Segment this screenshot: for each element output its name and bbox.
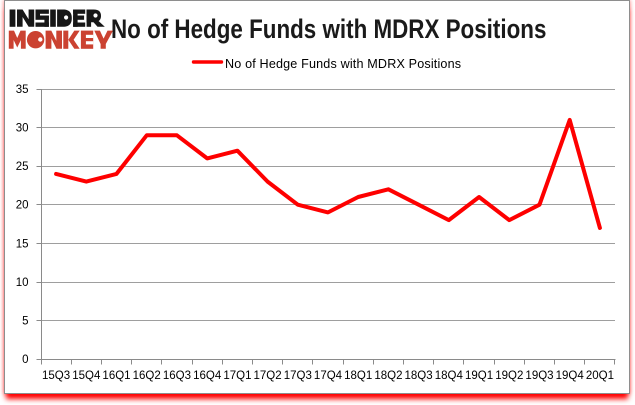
- svg-text:17Q2: 17Q2: [254, 370, 282, 382]
- svg-text:15Q4: 15Q4: [72, 370, 101, 382]
- svg-text:25: 25: [16, 161, 29, 173]
- svg-text:19Q4: 19Q4: [556, 370, 585, 382]
- svg-text:15Q3: 15Q3: [42, 370, 70, 382]
- svg-text:18Q2: 18Q2: [374, 370, 402, 382]
- svg-text:20: 20: [16, 200, 29, 212]
- svg-text:19Q2: 19Q2: [495, 370, 523, 382]
- svg-text:16Q1: 16Q1: [102, 370, 130, 382]
- svg-text:17Q4: 17Q4: [314, 370, 343, 382]
- svg-text:16Q2: 16Q2: [133, 370, 161, 382]
- svg-text:0: 0: [22, 354, 28, 366]
- svg-text:16Q4: 16Q4: [193, 370, 222, 382]
- svg-text:5: 5: [22, 315, 28, 327]
- svg-text:19Q1: 19Q1: [465, 370, 493, 382]
- svg-text:20Q1: 20Q1: [586, 370, 614, 382]
- svg-text:17Q1: 17Q1: [223, 370, 251, 382]
- svg-text:15: 15: [16, 238, 29, 250]
- svg-text:18Q1: 18Q1: [344, 370, 372, 382]
- svg-text:17Q3: 17Q3: [284, 370, 312, 382]
- svg-text:30: 30: [16, 123, 29, 135]
- svg-text:16Q3: 16Q3: [163, 370, 191, 382]
- svg-text:10: 10: [16, 277, 29, 289]
- svg-text:18Q3: 18Q3: [405, 370, 433, 382]
- svg-text:19Q3: 19Q3: [525, 370, 553, 382]
- svg-text:18Q4: 18Q4: [435, 370, 464, 382]
- svg-text:35: 35: [16, 84, 29, 96]
